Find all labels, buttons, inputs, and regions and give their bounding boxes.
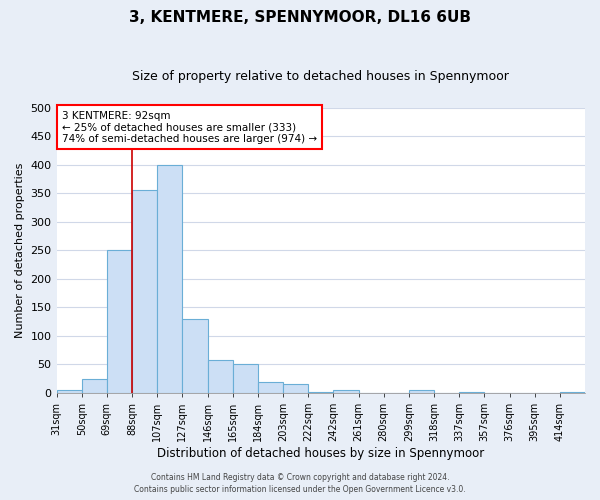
Bar	[459, 392, 484, 393]
Bar	[82, 378, 107, 393]
Title: Size of property relative to detached houses in Spennymoor: Size of property relative to detached ho…	[133, 70, 509, 83]
Bar	[56, 390, 82, 393]
Bar	[283, 384, 308, 393]
Bar	[208, 360, 233, 393]
Bar	[308, 392, 334, 393]
Bar	[560, 392, 585, 393]
Bar	[334, 390, 359, 393]
Bar	[233, 364, 258, 393]
Bar	[182, 319, 208, 393]
Text: 3, KENTMERE, SPENNYMOOR, DL16 6UB: 3, KENTMERE, SPENNYMOOR, DL16 6UB	[129, 10, 471, 25]
Bar	[157, 165, 182, 393]
Y-axis label: Number of detached properties: Number of detached properties	[15, 162, 25, 338]
Text: Contains HM Land Registry data © Crown copyright and database right 2024.
Contai: Contains HM Land Registry data © Crown c…	[134, 472, 466, 494]
X-axis label: Distribution of detached houses by size in Spennymoor: Distribution of detached houses by size …	[157, 447, 484, 460]
Bar	[132, 190, 157, 393]
Bar	[258, 382, 283, 393]
Bar	[409, 390, 434, 393]
Bar	[107, 250, 132, 393]
Text: 3 KENTMERE: 92sqm
← 25% of detached houses are smaller (333)
74% of semi-detache: 3 KENTMERE: 92sqm ← 25% of detached hous…	[62, 110, 317, 144]
